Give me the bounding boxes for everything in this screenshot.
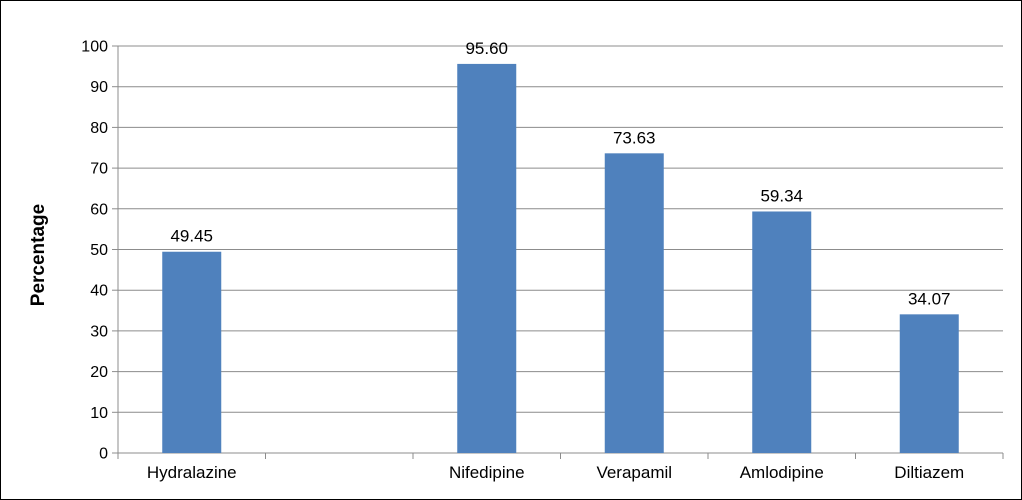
bar xyxy=(604,153,664,453)
y-tick-label: 50 xyxy=(90,242,108,259)
axes: 0 10 20 30 40 50 60 70 80 90 100 Hydralazine Nifedip… xyxy=(81,39,1004,482)
y-axis-title: Percentage xyxy=(28,204,49,306)
data-label: 73.63 xyxy=(613,128,656,147)
bars xyxy=(162,63,959,454)
y-tick-label: 30 xyxy=(90,323,108,340)
y-tick-label: 60 xyxy=(90,201,108,218)
x-tick-label: Verapamil xyxy=(596,463,672,482)
x-tick-label: Amlodipine xyxy=(740,463,824,482)
y-tick-label: 20 xyxy=(90,364,108,381)
y-tick-label: 70 xyxy=(90,161,108,178)
bar xyxy=(899,314,959,453)
y-tick-label: 0 xyxy=(99,446,108,463)
y-tick-label: 80 xyxy=(90,120,108,137)
data-label: 49.45 xyxy=(170,227,213,246)
x-tick-label: Diltiazem xyxy=(894,463,964,482)
x-tick-label: Nifedipine xyxy=(449,463,525,482)
y-tick-label: 90 xyxy=(90,79,108,96)
data-label: 34.07 xyxy=(908,289,951,308)
bar xyxy=(162,251,222,453)
y-tick-label: 40 xyxy=(90,283,108,300)
data-label: 59.34 xyxy=(760,186,803,205)
bar xyxy=(752,211,812,453)
y-tick-label: 10 xyxy=(90,405,108,422)
y-tick-label: 100 xyxy=(81,39,108,56)
gridlines xyxy=(118,45,1003,413)
bar xyxy=(457,63,517,454)
data-labels: 49.45 95.60 73.63 59.34 34.07 xyxy=(170,39,950,308)
x-tick-label: Hydralazine xyxy=(147,463,237,482)
data-label: 95.60 xyxy=(465,39,508,58)
